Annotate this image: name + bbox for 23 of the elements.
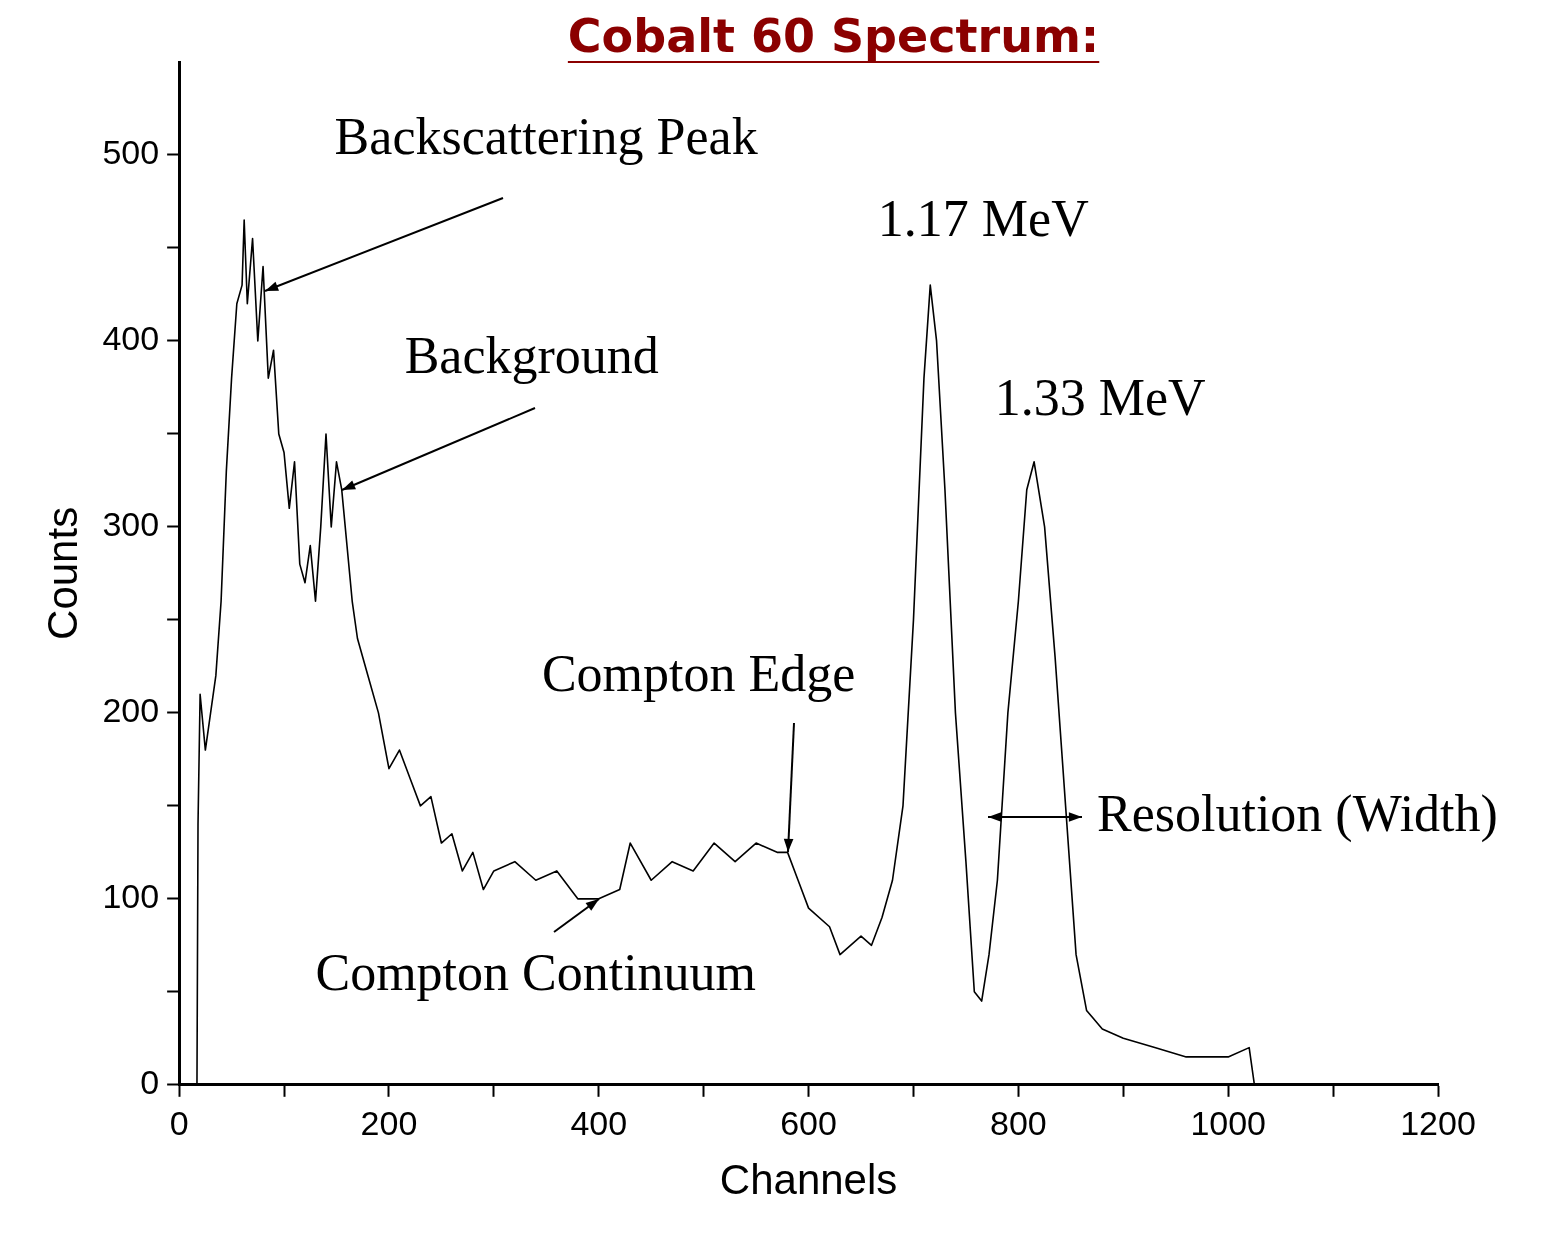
y-tick-label: 400 (102, 319, 160, 358)
annotation: Resolution (Width) (1097, 784, 1498, 843)
annotation: Compton Continuum (315, 944, 757, 1002)
x-tick-label: 400 (570, 1103, 628, 1142)
x-tick-label: 600 (780, 1103, 837, 1142)
x-tick-label: 0 (169, 1103, 189, 1142)
annotation: Compton Edge (541, 645, 856, 702)
annotation: Backscattering Peak (334, 108, 758, 166)
y-tick-label: 500 (102, 133, 160, 172)
annotation: Background (404, 327, 659, 385)
y-tick-label: 300 (102, 505, 160, 544)
x-tick-label: 200 (360, 1103, 418, 1142)
y-axis-title: Counts (38, 506, 86, 640)
x-tick-label: 800 (990, 1103, 1047, 1142)
y-tick-label: 100 (102, 877, 160, 916)
x-tick-label: 1000 (1190, 1103, 1267, 1142)
y-tick-label: 200 (102, 691, 160, 730)
annotation: 1.33 MeV (994, 369, 1206, 427)
x-tick-label: 1200 (1400, 1103, 1476, 1142)
annotation: 1.17 MeV (877, 189, 1089, 247)
chart-title: Cobalt 60 Spectrum: (567, 9, 1100, 63)
x-axis-title: Channels (719, 1156, 898, 1204)
y-tick-label: 0 (140, 1063, 160, 1102)
